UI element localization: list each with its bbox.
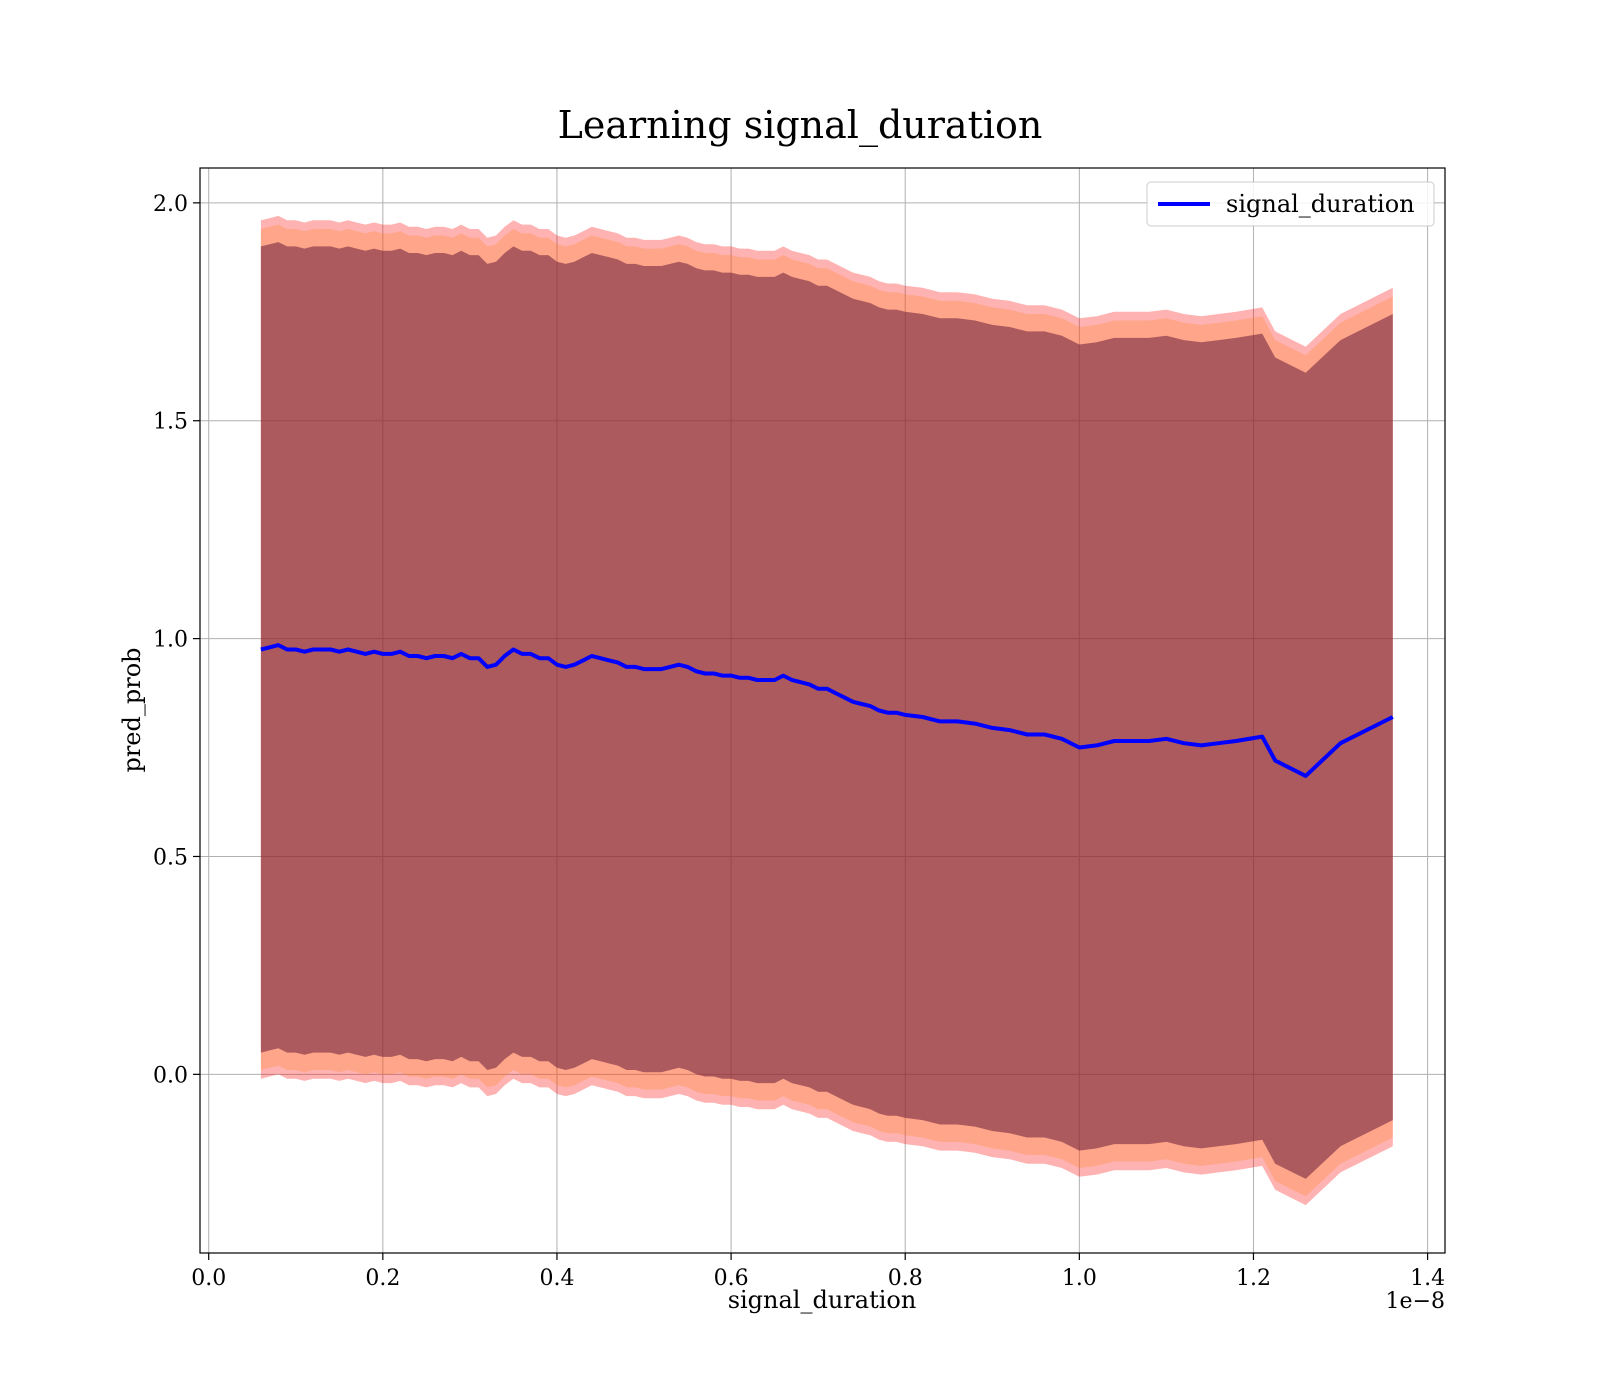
y-axis-ticks: 0.0 0.5 1.0 1.5 2.0 xyxy=(153,192,200,1088)
plot-frame xyxy=(199,167,1446,1254)
series-line-0 xyxy=(260,643,1394,778)
x-tick-label: 1.0 xyxy=(1062,1266,1097,1291)
y-tick-label: 0.5 xyxy=(153,845,188,870)
chart-title: Learning signal_duration xyxy=(558,103,1043,148)
x-axis-offset-text: 1e−8 xyxy=(1386,1289,1445,1314)
y-tick-label: 0.0 xyxy=(153,1063,188,1088)
x-axis-ticks: 0.0 0.2 0.4 0.6 0.8 1.0 1.2 1.4 xyxy=(191,1253,1445,1291)
y-axis-label: pred_prob xyxy=(118,647,146,772)
x-tick-label: 1.2 xyxy=(1236,1266,1271,1291)
x-tick-label: 0.4 xyxy=(539,1266,574,1291)
y-tick-label: 2.0 xyxy=(153,192,188,217)
x-tick-label: 1.4 xyxy=(1410,1266,1445,1291)
legend: signal_duration xyxy=(1146,181,1435,227)
x-tick-label: 0.0 xyxy=(191,1266,226,1291)
legend-box xyxy=(1146,181,1435,227)
x-tick-label: 0.2 xyxy=(365,1266,400,1291)
legend-label: signal_duration xyxy=(1226,190,1415,218)
y-tick-label: 1.5 xyxy=(153,410,188,435)
x-axis-label: signal_duration xyxy=(728,1286,917,1314)
confidence-bands xyxy=(260,215,1393,1206)
x-tick-label: 0.8 xyxy=(888,1266,923,1291)
x-tick-label: 0.6 xyxy=(714,1266,749,1291)
y-tick-label: 1.0 xyxy=(153,628,188,653)
series-lines xyxy=(260,643,1394,778)
confidence-band-2 xyxy=(260,242,1393,1179)
